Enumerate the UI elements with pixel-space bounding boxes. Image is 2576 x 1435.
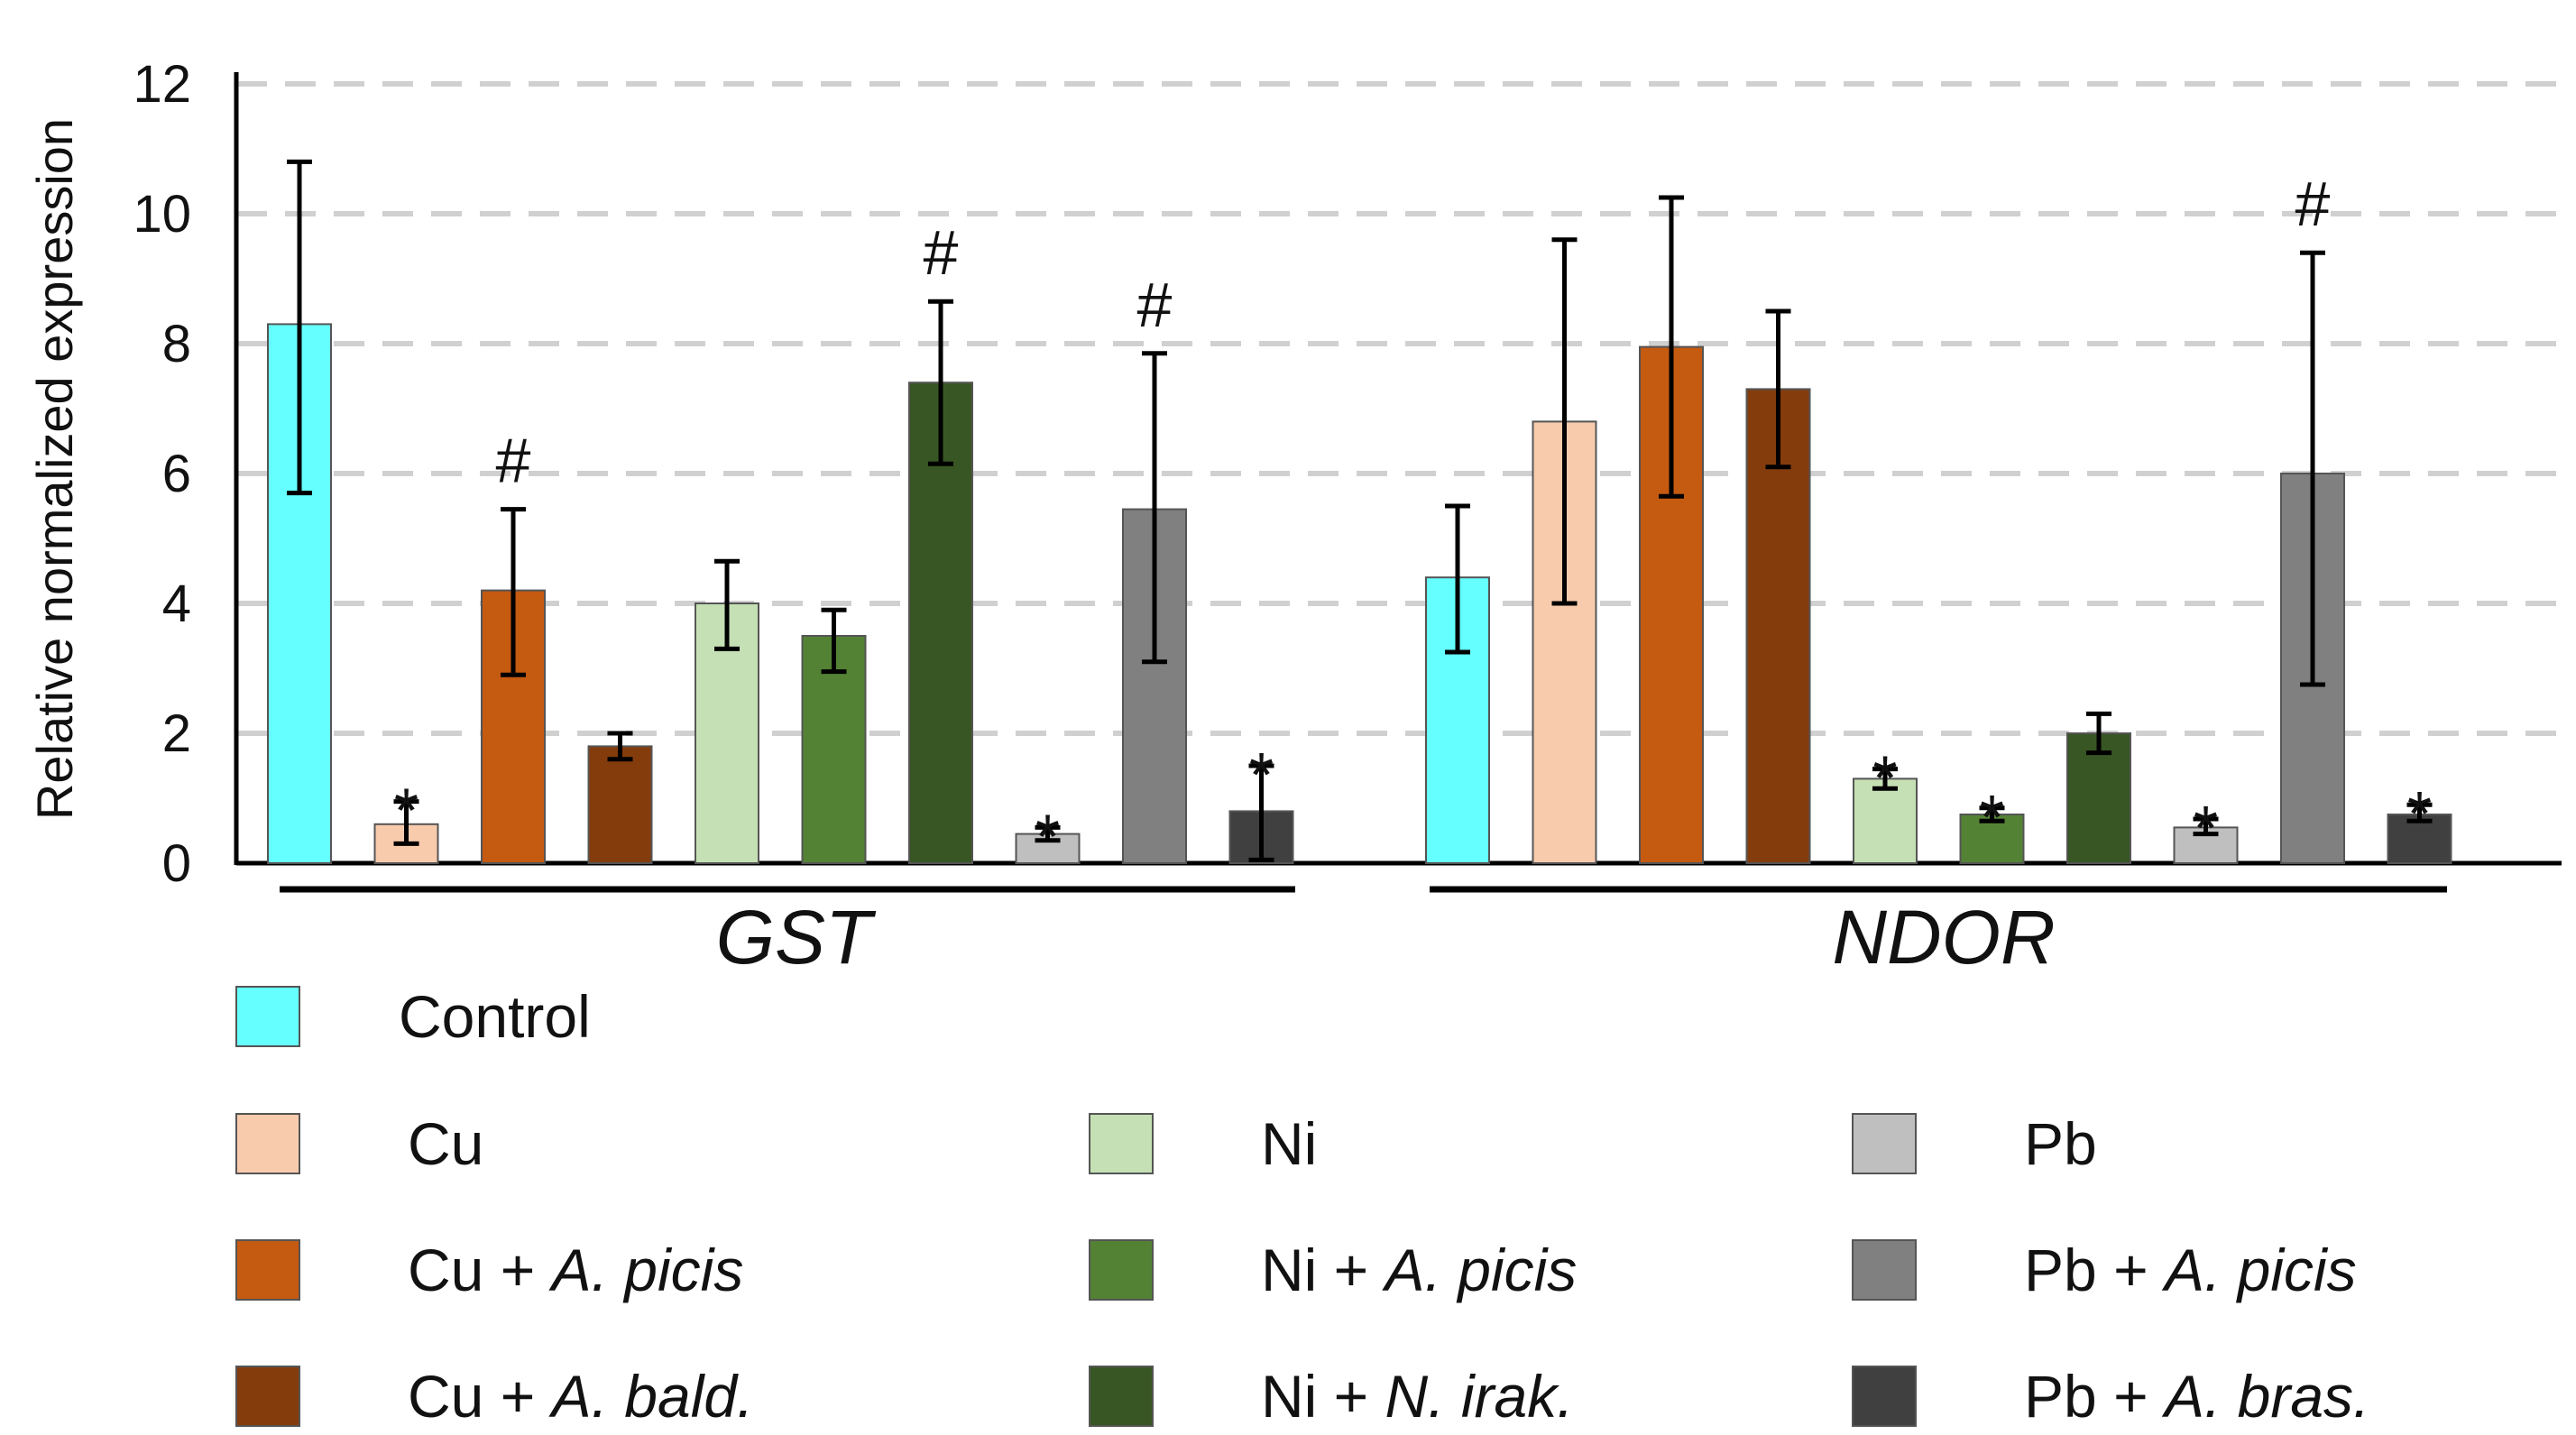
group-label: NDOR	[1832, 895, 2055, 980]
significance-asterisk: *	[2194, 793, 2218, 863]
significance-hash: #	[1137, 270, 1173, 340]
legend-label-plain: Cu +	[408, 1363, 552, 1430]
legend-swatch	[1089, 1113, 1154, 1174]
significance-asterisk: *	[2407, 778, 2432, 849]
legend-swatch	[1852, 1113, 1917, 1174]
legend-swatch	[235, 1113, 300, 1174]
legend-label: Ni + A. picis	[1261, 1237, 1577, 1303]
legend-label-plain: Ni +	[1261, 1363, 1385, 1430]
group-label: GST	[716, 895, 877, 980]
significance-asterisk: *	[1872, 743, 1897, 814]
legend-label: Cu + A. bald.	[408, 1363, 753, 1430]
legend-label: Pb + A. bras.	[2024, 1363, 2369, 1430]
significance-asterisk: *	[394, 776, 419, 846]
legend-label-plain: Pb +	[2024, 1237, 2165, 1303]
y-tick-label: 8	[162, 315, 191, 373]
y-tick-label: 10	[133, 185, 191, 244]
y-axis-label: Relative normalized expression	[26, 118, 83, 820]
significance-asterisk: *	[1249, 740, 1274, 810]
legend-label-italic: A. picis	[548, 1237, 744, 1303]
legend-label-italic: A. bras.	[2161, 1363, 2369, 1430]
legend-swatch	[235, 1239, 300, 1301]
legend-label: Cu + A. picis	[408, 1237, 743, 1303]
bar	[587, 745, 653, 865]
legend-swatch	[1852, 1239, 1917, 1301]
y-tick-label: 4	[162, 575, 191, 633]
legend-swatch	[235, 986, 300, 1047]
legend-label: Pb	[2024, 1110, 2097, 1177]
legend-swatch	[1089, 1239, 1154, 1301]
significance-asterisk: *	[1035, 801, 1060, 871]
legend-label: Ni	[1261, 1110, 1317, 1177]
legend-label-italic: A. picis	[2161, 1237, 2357, 1303]
significance-hash: #	[2295, 169, 2331, 239]
legend-swatch	[1852, 1366, 1917, 1427]
legend-label: Ni + N. irak.	[1261, 1363, 1574, 1430]
bar	[1853, 777, 1918, 865]
gridlines	[236, 81, 2562, 736]
legend-label-plain: Ni	[1261, 1110, 1317, 1177]
bar	[2173, 826, 2239, 865]
legend-label: Pb + A. picis	[2024, 1237, 2357, 1303]
legend-label-plain: Pb	[2024, 1110, 2097, 1177]
legend-label: Cu	[408, 1110, 483, 1177]
legend-label-plain: Ni +	[1261, 1237, 1385, 1303]
legend-label-italic: A. picis	[1382, 1237, 1578, 1303]
legend-label-plain: Control	[399, 983, 591, 1050]
legend-swatch	[1089, 1366, 1154, 1427]
significance-hash: #	[924, 217, 959, 288]
legend-label-italic: N. irak.	[1385, 1363, 1574, 1430]
group-labels: GST NDOR	[280, 886, 2447, 980]
significance-hash: #	[496, 426, 531, 496]
legend-label-italic: A. bald.	[548, 1363, 754, 1430]
legend-label: Control	[399, 983, 591, 1050]
significance-asterisk: *	[1980, 782, 2004, 852]
y-tick-label: 2	[162, 704, 191, 763]
legend-swatch	[235, 1366, 300, 1427]
y-tick-label: 12	[133, 55, 191, 114]
legend-label-plain: Pb +	[2024, 1363, 2165, 1430]
y-tick-label: 6	[162, 445, 191, 503]
y-tick-label: 0	[162, 834, 191, 893]
legend-label-plain: Cu	[408, 1110, 483, 1177]
legend-label-plain: Cu +	[408, 1237, 552, 1303]
bars: * # # * # * * * * # *	[267, 159, 2452, 871]
